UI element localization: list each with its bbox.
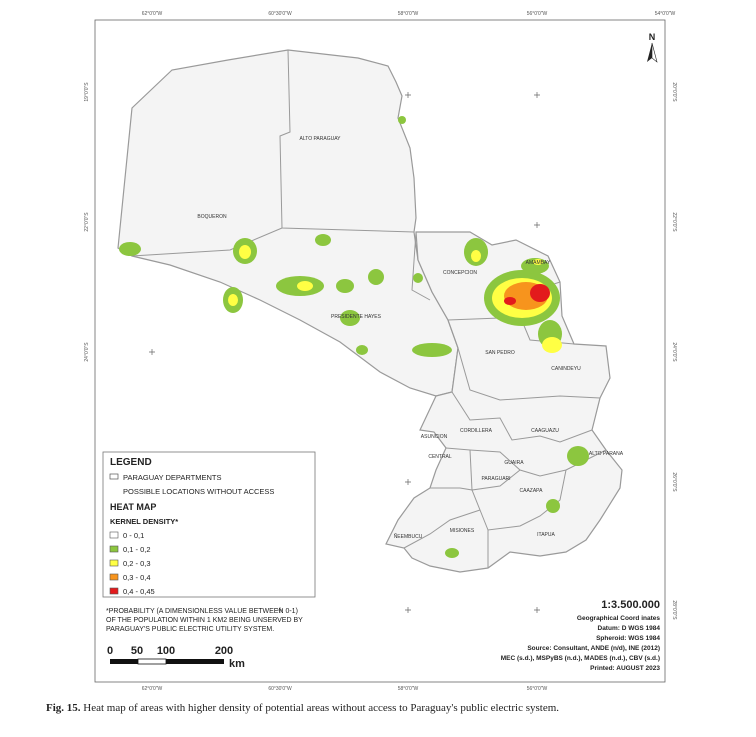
label-alto-paraguay: ALTO PARAGUAY [299, 136, 341, 142]
legend-swatch-1 [109, 545, 119, 553]
info-line-5: MEC (s.d.), MSPyBS (n.d.), MADES (n.d.),… [501, 655, 660, 662]
map-figure: 62°0'0"W 60°30'0"W 58°0'0"W 56°0'0"W 54°… [84, 11, 677, 692]
label-neembucu: ÑEEMBUCU [394, 533, 423, 540]
department-labels: ALTO PARAGUAY BOQUERON PRESIDENTE HAYES … [197, 136, 623, 540]
tick-top-1: 62°0'0"W [142, 11, 163, 17]
label-caaguazu: CAAGUAZU [531, 428, 559, 434]
legend-class-3: 0,3 - 0,4 [123, 573, 151, 582]
legend-class-1: 0,1 - 0,2 [123, 545, 151, 554]
label-presidente-hayes: PRESIDENTE HAYES [331, 314, 382, 320]
heat-patch [297, 281, 313, 291]
legend-swatch-4 [109, 587, 119, 595]
caption-label: Fig. 15. [46, 702, 81, 714]
tick-top-5: 54°0'0"W [655, 11, 676, 17]
footnote-line-2: OF THE POPULATION WITHIN 1 KM2 BEING UNS… [106, 617, 303, 624]
tick-right-4: 26°0'0"S [671, 472, 677, 492]
heat-patch [413, 273, 423, 283]
scale-unit: km [229, 658, 245, 670]
label-canindeyu: CANINDEYU [551, 366, 581, 372]
heat-patch [567, 446, 589, 466]
heat-patch [530, 284, 550, 302]
heat-patch [368, 269, 384, 285]
label-concepcion: CONCEPCION [443, 270, 477, 276]
heat-patch [340, 310, 360, 326]
label-paraguari: PARAGUARI [481, 476, 510, 482]
heat-patch [119, 242, 141, 256]
tick-bottom-3: 58°0'0"W [398, 686, 419, 692]
scale-label-200: 200 [215, 645, 233, 657]
heat-patch [336, 279, 354, 293]
legend-department-swatch [109, 473, 119, 480]
heat-patch [412, 343, 452, 357]
legend-title: LEGEND [110, 457, 152, 468]
label-amambay: AMAMBAY [526, 260, 551, 266]
legend: LEGEND PARAGUAY DEPARTMENTS POSSIBLE LOC… [102, 451, 316, 598]
footnote-line-3: PARAGUAY'S PUBLIC ELECTRIC UTILITY SYSTE… [106, 626, 274, 633]
info-line-1: Geographical Coord inates [577, 615, 660, 622]
tick-right-3: 24°0'0"S [671, 342, 677, 362]
scale-label-0: 0 [107, 645, 113, 657]
heat-patch [239, 245, 251, 259]
heat-patch [471, 250, 481, 262]
legend-class-0: 0 - 0,1 [123, 531, 144, 540]
label-asuncion: ASUNCION [421, 434, 448, 440]
legend-departments: PARAGUAY DEPARTMENTS [123, 473, 222, 482]
heat-patch [504, 297, 516, 305]
scale-ratio: 1:3.500.000 [601, 599, 660, 611]
legend-possible-locations: POSSIBLE LOCATIONS WITHOUT ACCESS [123, 487, 274, 496]
scale-bar: 0 50 100 200 km [107, 645, 245, 670]
north-arrow-icon: N [647, 32, 658, 63]
tick-bottom-1: 62°0'0"W [142, 686, 163, 692]
heat-patch [445, 548, 459, 558]
heat-patch [546, 499, 560, 513]
label-central: CENTRAL [428, 454, 452, 460]
label-guaira: GUAIRA [504, 460, 524, 466]
tick-bottom-2: 60°30'0"W [268, 686, 292, 692]
label-misiones: MISIONES [450, 528, 475, 534]
north-label: N [649, 32, 656, 42]
scale-label-50: 50 [131, 645, 143, 657]
label-itapua: ITAPUA [537, 532, 555, 538]
tick-right-2: 22°0'0"S [671, 212, 677, 232]
heat-patch [542, 337, 562, 353]
legend-class-4: 0,4 - 0,45 [123, 587, 155, 596]
figure-caption: Fig. 15. Heat map of areas with higher d… [46, 702, 726, 714]
heat-map [119, 116, 589, 558]
caption-text: Heat map of areas with higher density of… [83, 702, 560, 714]
info-line-4: Source: Consultant, ANDE (n/d), INE (201… [527, 645, 660, 652]
tick-right-1: 20°0'0"S [671, 82, 677, 102]
heat-patch [356, 345, 368, 355]
label-san-pedro: SAN PEDRO [485, 350, 515, 356]
label-boqueron: BOQUERON [197, 214, 227, 220]
tick-left-1: 19°0'0"S [84, 82, 90, 102]
tick-bottom-4: 56°0'0"W [527, 686, 548, 692]
label-cordillera: CORDILLERA [460, 428, 493, 434]
legend-heat-map: HEAT MAP [110, 502, 156, 512]
heat-patch [228, 294, 238, 306]
footnote-line-1: *PROBABILITY (A DIMENSIONLESS VALUE BETW… [106, 608, 298, 615]
info-line-2: Datum: D WGS 1984 [598, 625, 661, 632]
legend-swatch-3 [109, 573, 119, 581]
tick-top-4: 56°0'0"W [527, 11, 548, 17]
info-line-6: Printed: AUGUST 2023 [590, 665, 660, 672]
label-caazapa: CAAZAPA [520, 488, 544, 494]
legend-kernel: KERNEL DENSITY* [110, 517, 178, 526]
info-line-3: Spheroid: WGS 1984 [596, 635, 660, 642]
heat-patch [533, 259, 543, 265]
legend-swatch-0 [109, 531, 119, 539]
tick-left-3: 24°0'0"S [84, 342, 90, 362]
heat-patch [315, 234, 331, 246]
legend-class-2: 0,2 - 0,3 [123, 559, 151, 568]
scale-label-100: 100 [157, 645, 175, 657]
legend-swatch-2 [109, 559, 119, 567]
tick-top-2: 60°30'0"W [268, 11, 292, 17]
tick-right-5: 28°0'0"S [671, 600, 677, 620]
tick-left-2: 22°0'0"S [84, 212, 90, 232]
heat-patch [398, 116, 406, 124]
label-alto-parana: ALTO PARANA [589, 451, 624, 457]
tick-top-3: 58°0'0"W [398, 11, 419, 17]
